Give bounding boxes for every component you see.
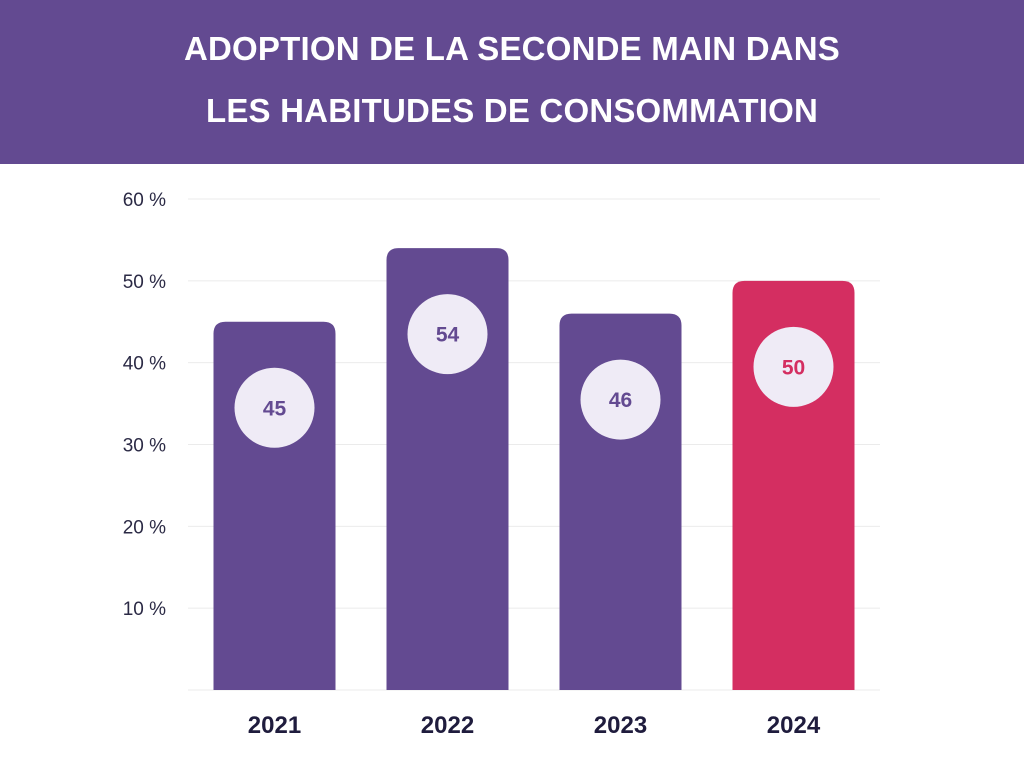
y-tick-label-40: 40 % — [123, 354, 166, 375]
y-tick-label-60: 60 % — [123, 190, 166, 211]
y-tick-label-20: 20 % — [123, 517, 166, 538]
y-tick-label-10: 10 % — [123, 599, 166, 620]
value-bubble-2024 — [753, 326, 834, 407]
value-bubble-2021 — [234, 367, 315, 448]
data-label-2023: 46 — [609, 389, 632, 412]
chart-title-line-1: ADOPTION DE LA SECONDE MAIN DANS — [183, 30, 841, 67]
y-tick-label-30: 30 % — [123, 436, 166, 457]
x-tick-label-2022: 2022 — [421, 712, 474, 739]
data-label-2022: 54 — [436, 324, 460, 347]
x-tick-label-2021: 2021 — [248, 712, 301, 739]
chart-title-line-2: LES HABITUDES DE CONSOMMATION — [205, 92, 819, 129]
title-banner: ADOPTION DE LA SECONDE MAIN DANS LES HAB… — [0, 0, 1024, 164]
x-tick-label-2024: 2024 — [767, 712, 821, 739]
x-tick-label-2023: 2023 — [594, 712, 647, 739]
data-label-2024: 50 — [782, 356, 805, 379]
value-bubble-2023 — [580, 359, 661, 440]
y-tick-label-50: 50 % — [123, 272, 166, 293]
value-bubble-2022 — [407, 294, 488, 375]
data-label-2021: 45 — [263, 397, 287, 420]
